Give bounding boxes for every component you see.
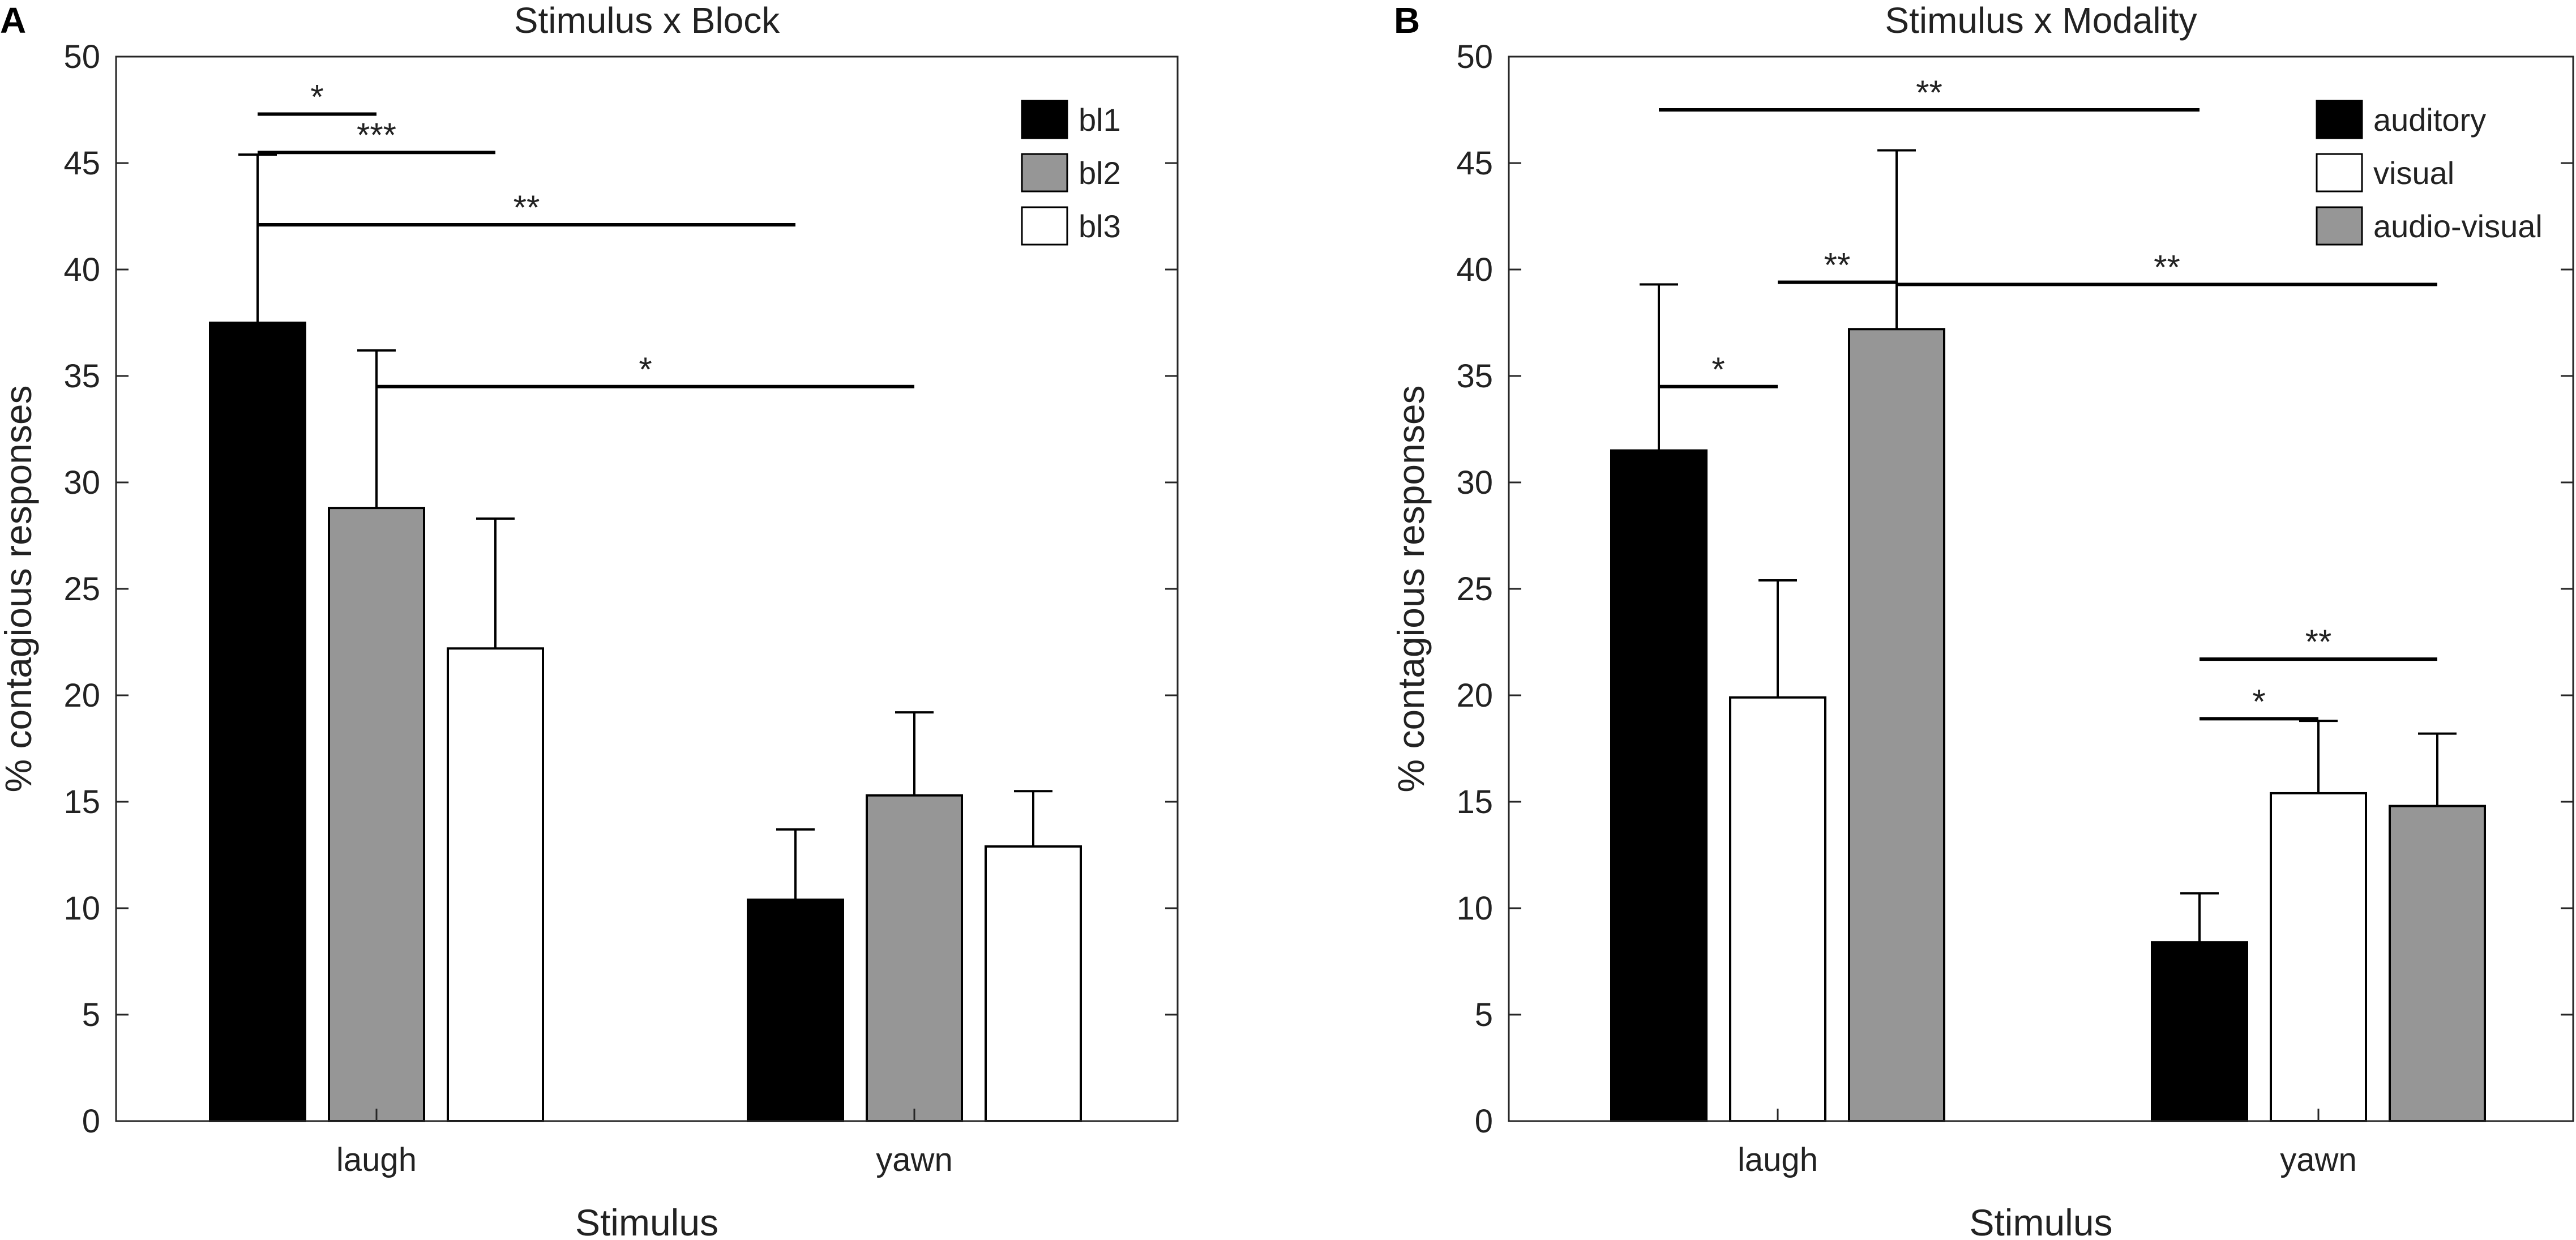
x-axis-label: Stimulus xyxy=(1969,1201,2112,1240)
legend-label-visual: visual xyxy=(2373,155,2454,191)
x-tick-label: laugh xyxy=(1738,1141,1818,1178)
significance-marker: * xyxy=(2252,682,2265,720)
legend-label-bl1: bl1 xyxy=(1079,102,1121,138)
y-axis-label: % contagious responses xyxy=(0,385,39,792)
y-tick-label: 25 xyxy=(63,571,100,608)
y-tick-label: 30 xyxy=(63,464,100,501)
legend-swatch-visual xyxy=(2316,153,2363,193)
legend-swatch-bl3 xyxy=(1021,206,1068,246)
bar-auditory-laugh xyxy=(1610,449,1708,1122)
bar-bl3-yawn xyxy=(985,845,1082,1122)
y-tick-label: 25 xyxy=(1456,571,1493,608)
bar-audio-visual-laugh xyxy=(1848,328,1945,1122)
y-tick-label: 30 xyxy=(1456,464,1493,501)
legend-label-bl3: bl3 xyxy=(1079,208,1121,244)
y-tick-label: 10 xyxy=(1456,890,1493,927)
y-tick-label: 10 xyxy=(63,890,100,927)
y-tick-label: 0 xyxy=(82,1103,100,1140)
bar-bl1-yawn xyxy=(747,898,844,1122)
y-tick-label: 35 xyxy=(63,358,100,395)
y-tick-label: 20 xyxy=(63,677,100,714)
y-tick-label: 5 xyxy=(1475,997,1493,1033)
legend-swatch-bl2 xyxy=(1021,153,1068,193)
legend-swatch-bl1 xyxy=(1021,100,1068,139)
bar-bl2-yawn xyxy=(866,794,963,1122)
bar-auditory-yawn xyxy=(2151,941,2248,1123)
significance-marker: * xyxy=(310,78,323,116)
chart-title: Stimulus x Block xyxy=(514,0,780,41)
y-tick-label: 0 xyxy=(1475,1103,1493,1140)
x-tick-label: yawn xyxy=(2280,1141,2356,1178)
bar-audio-visual-yawn xyxy=(2389,805,2486,1122)
x-axis-label: Stimulus xyxy=(575,1201,718,1240)
bar-bl2-laugh xyxy=(328,507,425,1122)
y-tick-label: 5 xyxy=(82,997,100,1033)
panel-letter: B xyxy=(1394,0,1420,41)
chart-title: Stimulus x Modality xyxy=(1885,0,2197,41)
y-tick-label: 20 xyxy=(1456,677,1493,714)
significance-marker: ** xyxy=(514,189,540,226)
y-tick-label: 50 xyxy=(63,39,100,75)
panel-b: B Stimulus x Modality 0 5 10 15 20 25 30 35 40 45 50… xyxy=(1390,0,2574,1240)
significance-marker: * xyxy=(1711,350,1725,388)
y-tick-label: 40 xyxy=(63,251,100,288)
y-tick-label: 50 xyxy=(1456,39,1493,75)
legend-label-bl2: bl2 xyxy=(1079,155,1121,191)
significance-marker: ** xyxy=(1824,246,1851,284)
significance-marker: ** xyxy=(2305,623,2332,661)
y-axis-label: % contagious responses xyxy=(1390,385,1432,792)
bar-bl1-laugh xyxy=(209,322,306,1122)
legend-label-auditory: auditory xyxy=(2373,102,2486,138)
panel-letter: A xyxy=(0,0,26,41)
y-tick-label: 15 xyxy=(1456,784,1493,820)
y-tick-label: 45 xyxy=(63,145,100,182)
significance-marker: ** xyxy=(2154,248,2180,286)
y-tick-label: 35 xyxy=(1456,358,1493,395)
y-tick-label: 45 xyxy=(1456,145,1493,182)
bar-visual-yawn xyxy=(2270,792,2367,1122)
x-tick-label: laugh xyxy=(336,1141,417,1178)
significance-marker: ** xyxy=(1916,74,1942,112)
legend-swatch-audio-visual xyxy=(2316,206,2363,246)
bar-visual-laugh xyxy=(1729,696,1826,1122)
y-tick-label: 40 xyxy=(1456,251,1493,288)
x-tick-label: yawn xyxy=(876,1141,952,1178)
panel-a: A Stimulus x Block 0 5 10 15 20 25 30 35 40 45 50 lau… xyxy=(0,0,1179,1240)
significance-marker: * xyxy=(639,350,652,388)
legend-swatch-auditory xyxy=(2316,100,2363,139)
y-tick-label: 15 xyxy=(63,784,100,820)
bar-bl3-laugh xyxy=(447,647,544,1122)
significance-marker: *** xyxy=(357,116,396,154)
legend-label-audio-visual: audio-visual xyxy=(2373,208,2543,244)
